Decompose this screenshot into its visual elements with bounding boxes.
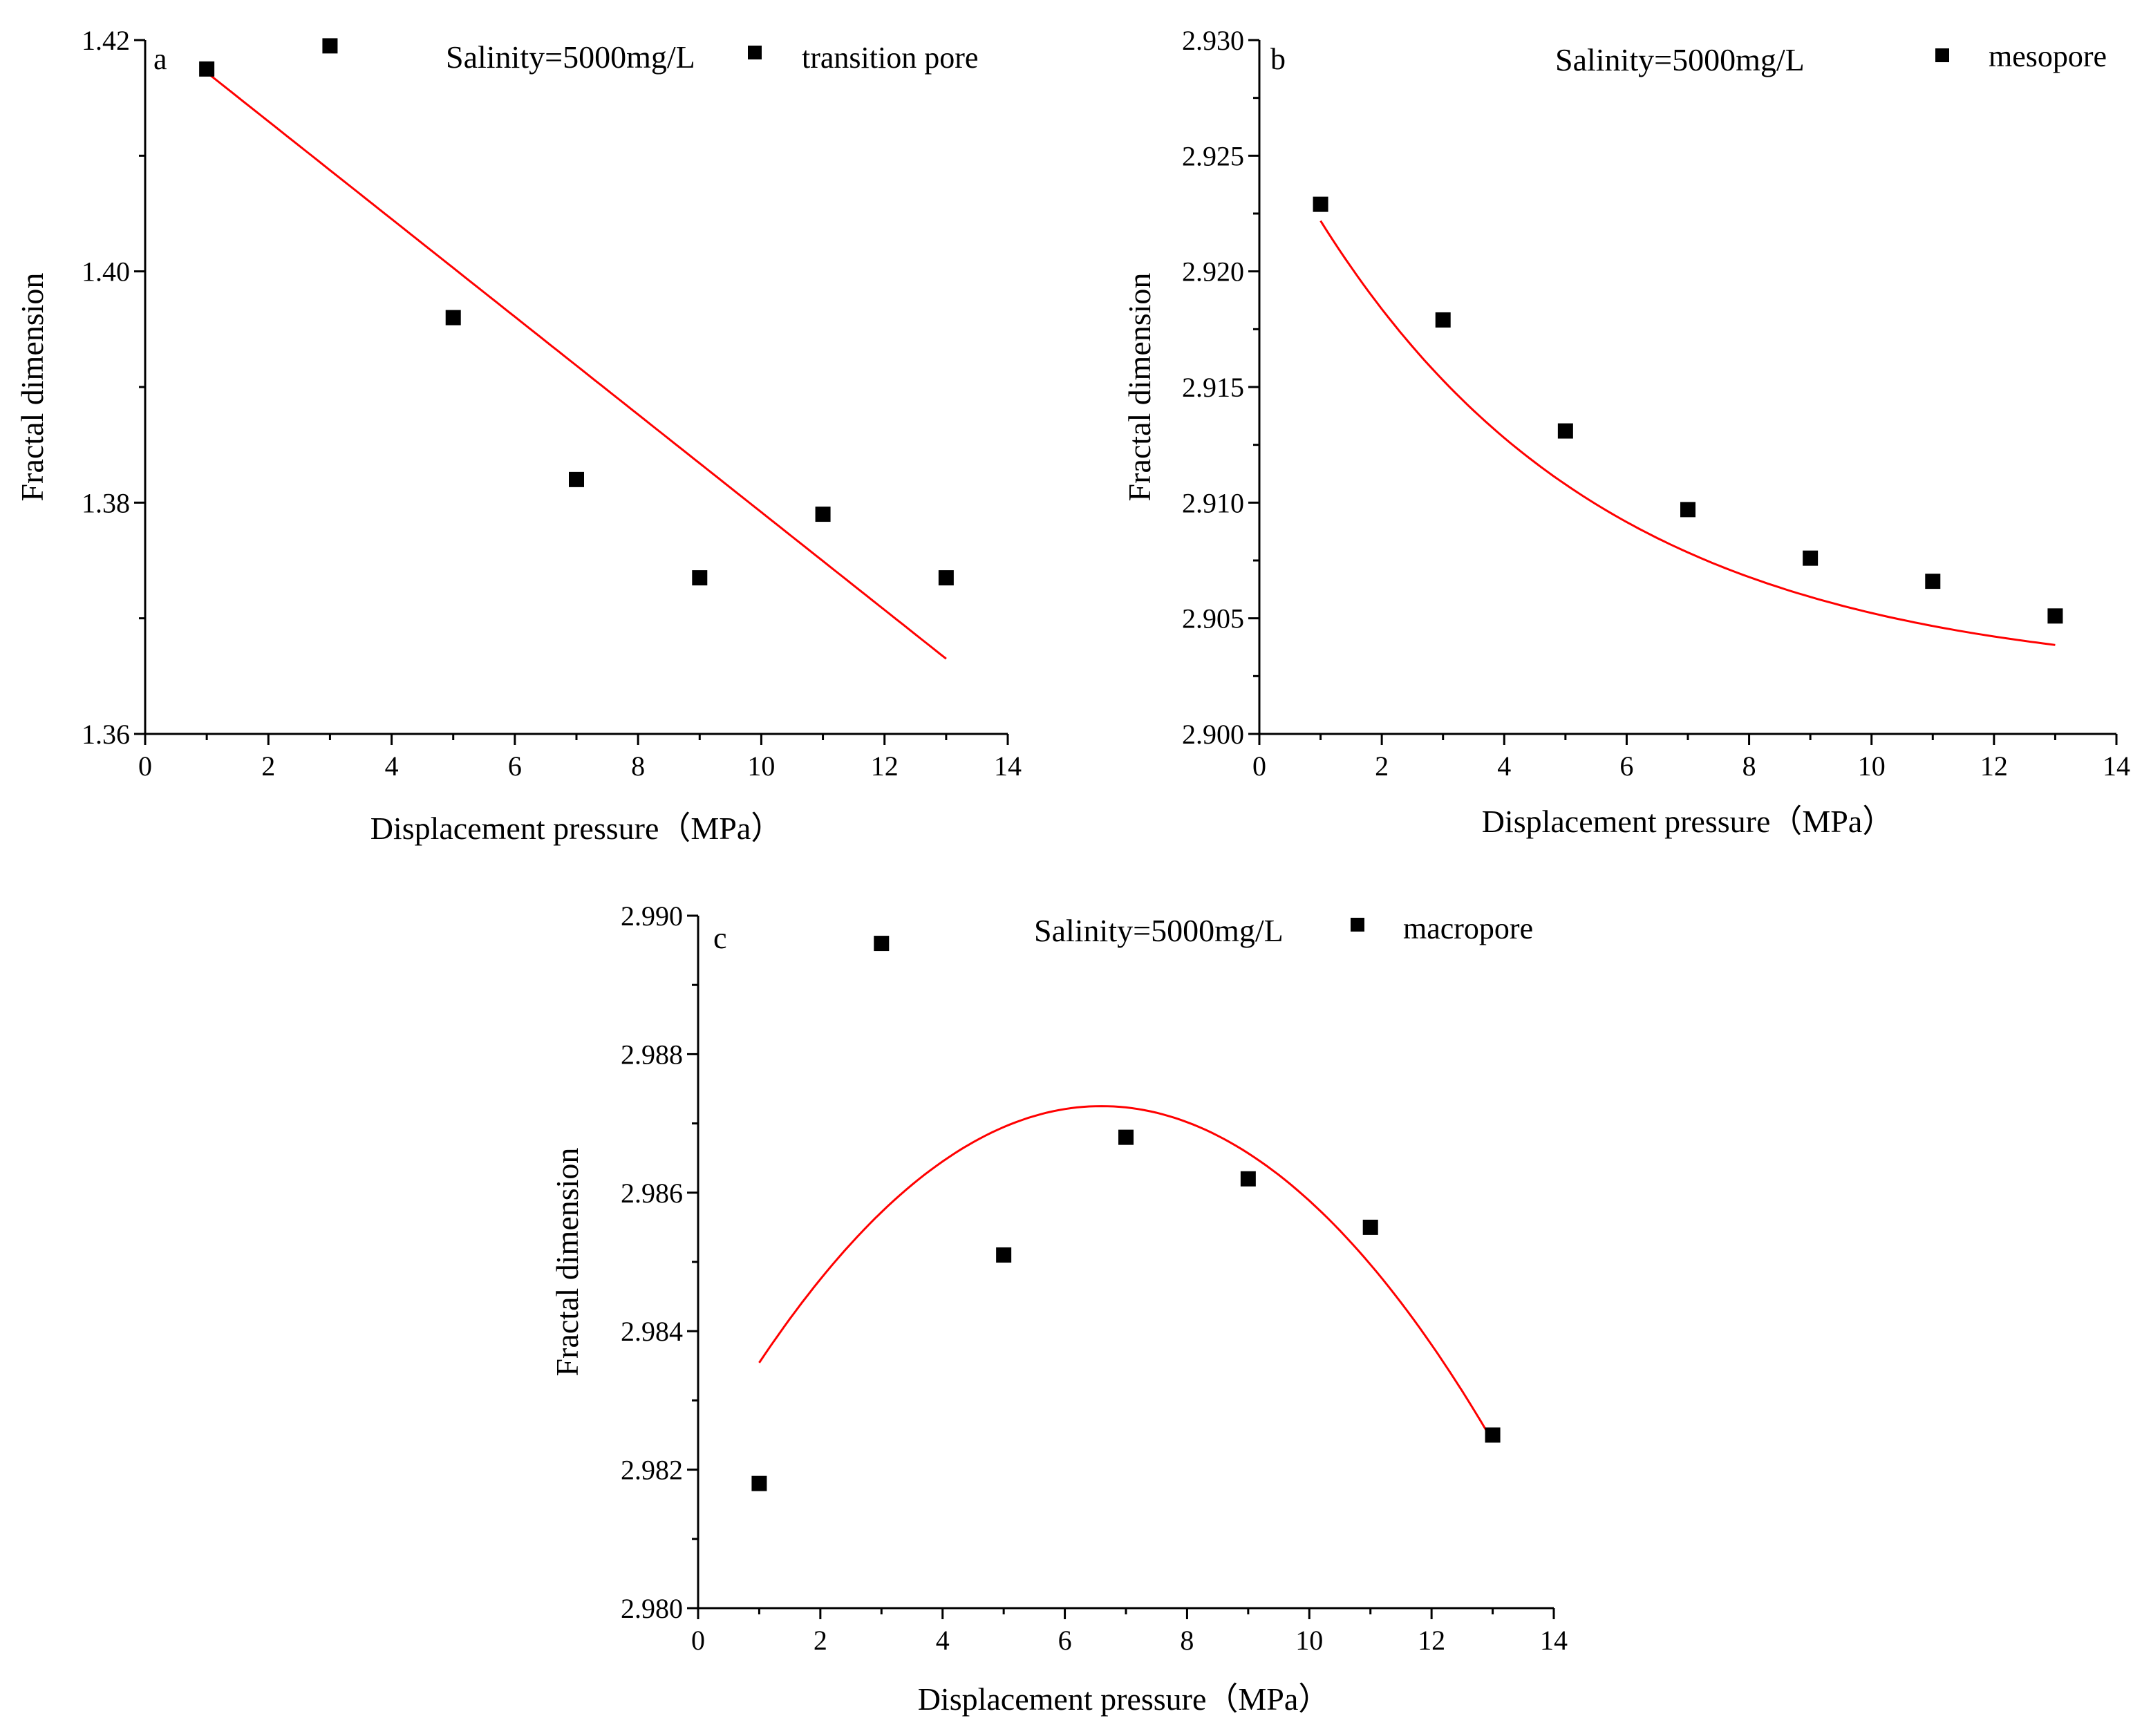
x-tick-label: 2 xyxy=(261,751,275,782)
x-tick-label: 2 xyxy=(814,1625,827,1656)
y-tick-label: 2.900 xyxy=(1182,719,1244,750)
y-tick-label: 2.920 xyxy=(1182,256,1244,287)
y-tick-label: 2.984 xyxy=(621,1316,683,1347)
y-axis-title: Fractal dimension xyxy=(15,273,50,502)
y-tick-label: 1.42 xyxy=(82,25,130,56)
data-point xyxy=(1803,550,1819,566)
x-tick-label: 10 xyxy=(1858,751,1886,782)
y-tick-label: 2.980 xyxy=(621,1593,683,1624)
data-point xyxy=(445,310,461,326)
data-point xyxy=(1680,502,1695,518)
data-point xyxy=(1118,1129,1134,1145)
legend-label: macropore xyxy=(1403,912,1533,945)
data-point xyxy=(1925,574,1941,589)
data-point xyxy=(1435,312,1451,328)
x-tick-label: 14 xyxy=(2103,751,2130,782)
salinity-annotation: Salinity=5000mg/L xyxy=(1034,913,1284,948)
data-point xyxy=(996,1247,1012,1263)
data-point xyxy=(322,38,338,54)
fit-curve xyxy=(206,71,947,660)
x-tick-label: 0 xyxy=(691,1625,705,1656)
x-tick-label: 4 xyxy=(936,1625,950,1656)
x-tick-label: 6 xyxy=(508,751,522,782)
data-point xyxy=(1485,1427,1501,1443)
x-tick-label: 12 xyxy=(1980,751,2008,782)
x-tick-label: 0 xyxy=(1252,751,1266,782)
x-tick-label: 10 xyxy=(747,751,775,782)
legend-marker xyxy=(1351,918,1364,932)
x-tick-label: 8 xyxy=(1742,751,1756,782)
x-axis-title: Displacement pressure（MPa） xyxy=(1482,804,1895,839)
data-point xyxy=(1362,1219,1378,1235)
y-tick-label: 1.38 xyxy=(82,487,130,518)
data-point xyxy=(199,61,215,77)
salinity-annotation: Salinity=5000mg/L xyxy=(446,39,695,75)
y-tick-label: 2.982 xyxy=(621,1455,683,1486)
x-tick-label: 4 xyxy=(385,751,399,782)
panel-b-chart: 0 2 4 6 8 10 12 14 2.900 2.905 2.910 2.915 2.920 2.92… xyxy=(1122,25,2130,839)
x-tick-label: 0 xyxy=(138,751,152,782)
y-tick-label: 2.930 xyxy=(1182,25,1244,56)
data-point xyxy=(1313,196,1328,212)
y-tick-label: 2.990 xyxy=(621,900,683,932)
data-point xyxy=(751,1475,767,1491)
panel-letter: c xyxy=(713,921,727,955)
data-point xyxy=(2047,608,2063,624)
panel-letter: b xyxy=(1270,42,1286,76)
x-tick-label: 6 xyxy=(1058,1625,1072,1656)
data-point xyxy=(1240,1171,1256,1187)
x-axis-title: Displacement pressure（MPa） xyxy=(918,1681,1331,1717)
y-axis-title: Fractal dimension xyxy=(549,1148,585,1377)
y-tick-label: 1.40 xyxy=(82,256,130,287)
y-axis-title: Fractal dimension xyxy=(1122,273,1157,502)
legend-label: transition pore xyxy=(802,41,978,75)
data-point xyxy=(1557,423,1573,439)
legend-marker xyxy=(748,46,762,59)
fit-curve xyxy=(1319,220,2056,646)
y-tick-label: 2.910 xyxy=(1182,487,1244,518)
x-tick-label: 8 xyxy=(631,751,645,782)
x-tick-label: 6 xyxy=(1619,751,1633,782)
x-tick-label: 4 xyxy=(1497,751,1511,782)
x-tick-label: 8 xyxy=(1180,1625,1194,1656)
data-point xyxy=(938,570,954,586)
data-point xyxy=(569,471,584,487)
y-tick-label: 2.986 xyxy=(621,1178,683,1209)
x-tick-label: 10 xyxy=(1295,1625,1323,1656)
salinity-annotation: Salinity=5000mg/L xyxy=(1555,42,1805,77)
x-tick-label: 14 xyxy=(1540,1625,1568,1656)
y-tick-label: 2.988 xyxy=(621,1039,683,1070)
data-point xyxy=(692,570,708,586)
x-tick-label: 2 xyxy=(1375,751,1389,782)
y-tick-label: 2.915 xyxy=(1182,372,1244,403)
x-tick-label: 14 xyxy=(994,751,1022,782)
data-point xyxy=(815,507,831,522)
panel-letter: a xyxy=(153,42,167,76)
panel-c-chart: 0 2 4 6 8 10 12 14 2.980 2.982 2.984 2.986 2.988 2.99… xyxy=(549,900,1568,1717)
fit-curve xyxy=(758,1105,1494,1442)
y-tick-label: 1.36 xyxy=(82,719,130,750)
x-tick-label: 12 xyxy=(1418,1625,1445,1656)
panel-a-chart: 0 2 4 6 8 10 12 14 1.36 1.38 1.40 1.42 a Salinity=500… xyxy=(15,25,1022,846)
y-tick-label: 2.925 xyxy=(1182,140,1244,171)
x-axis-title: Displacement pressure（MPa） xyxy=(370,811,783,846)
y-tick-label: 2.905 xyxy=(1182,603,1244,634)
x-tick-label: 12 xyxy=(871,751,899,782)
legend-label: mesopore xyxy=(1989,39,2107,73)
data-point xyxy=(874,936,890,952)
legend-marker xyxy=(1935,48,1949,62)
